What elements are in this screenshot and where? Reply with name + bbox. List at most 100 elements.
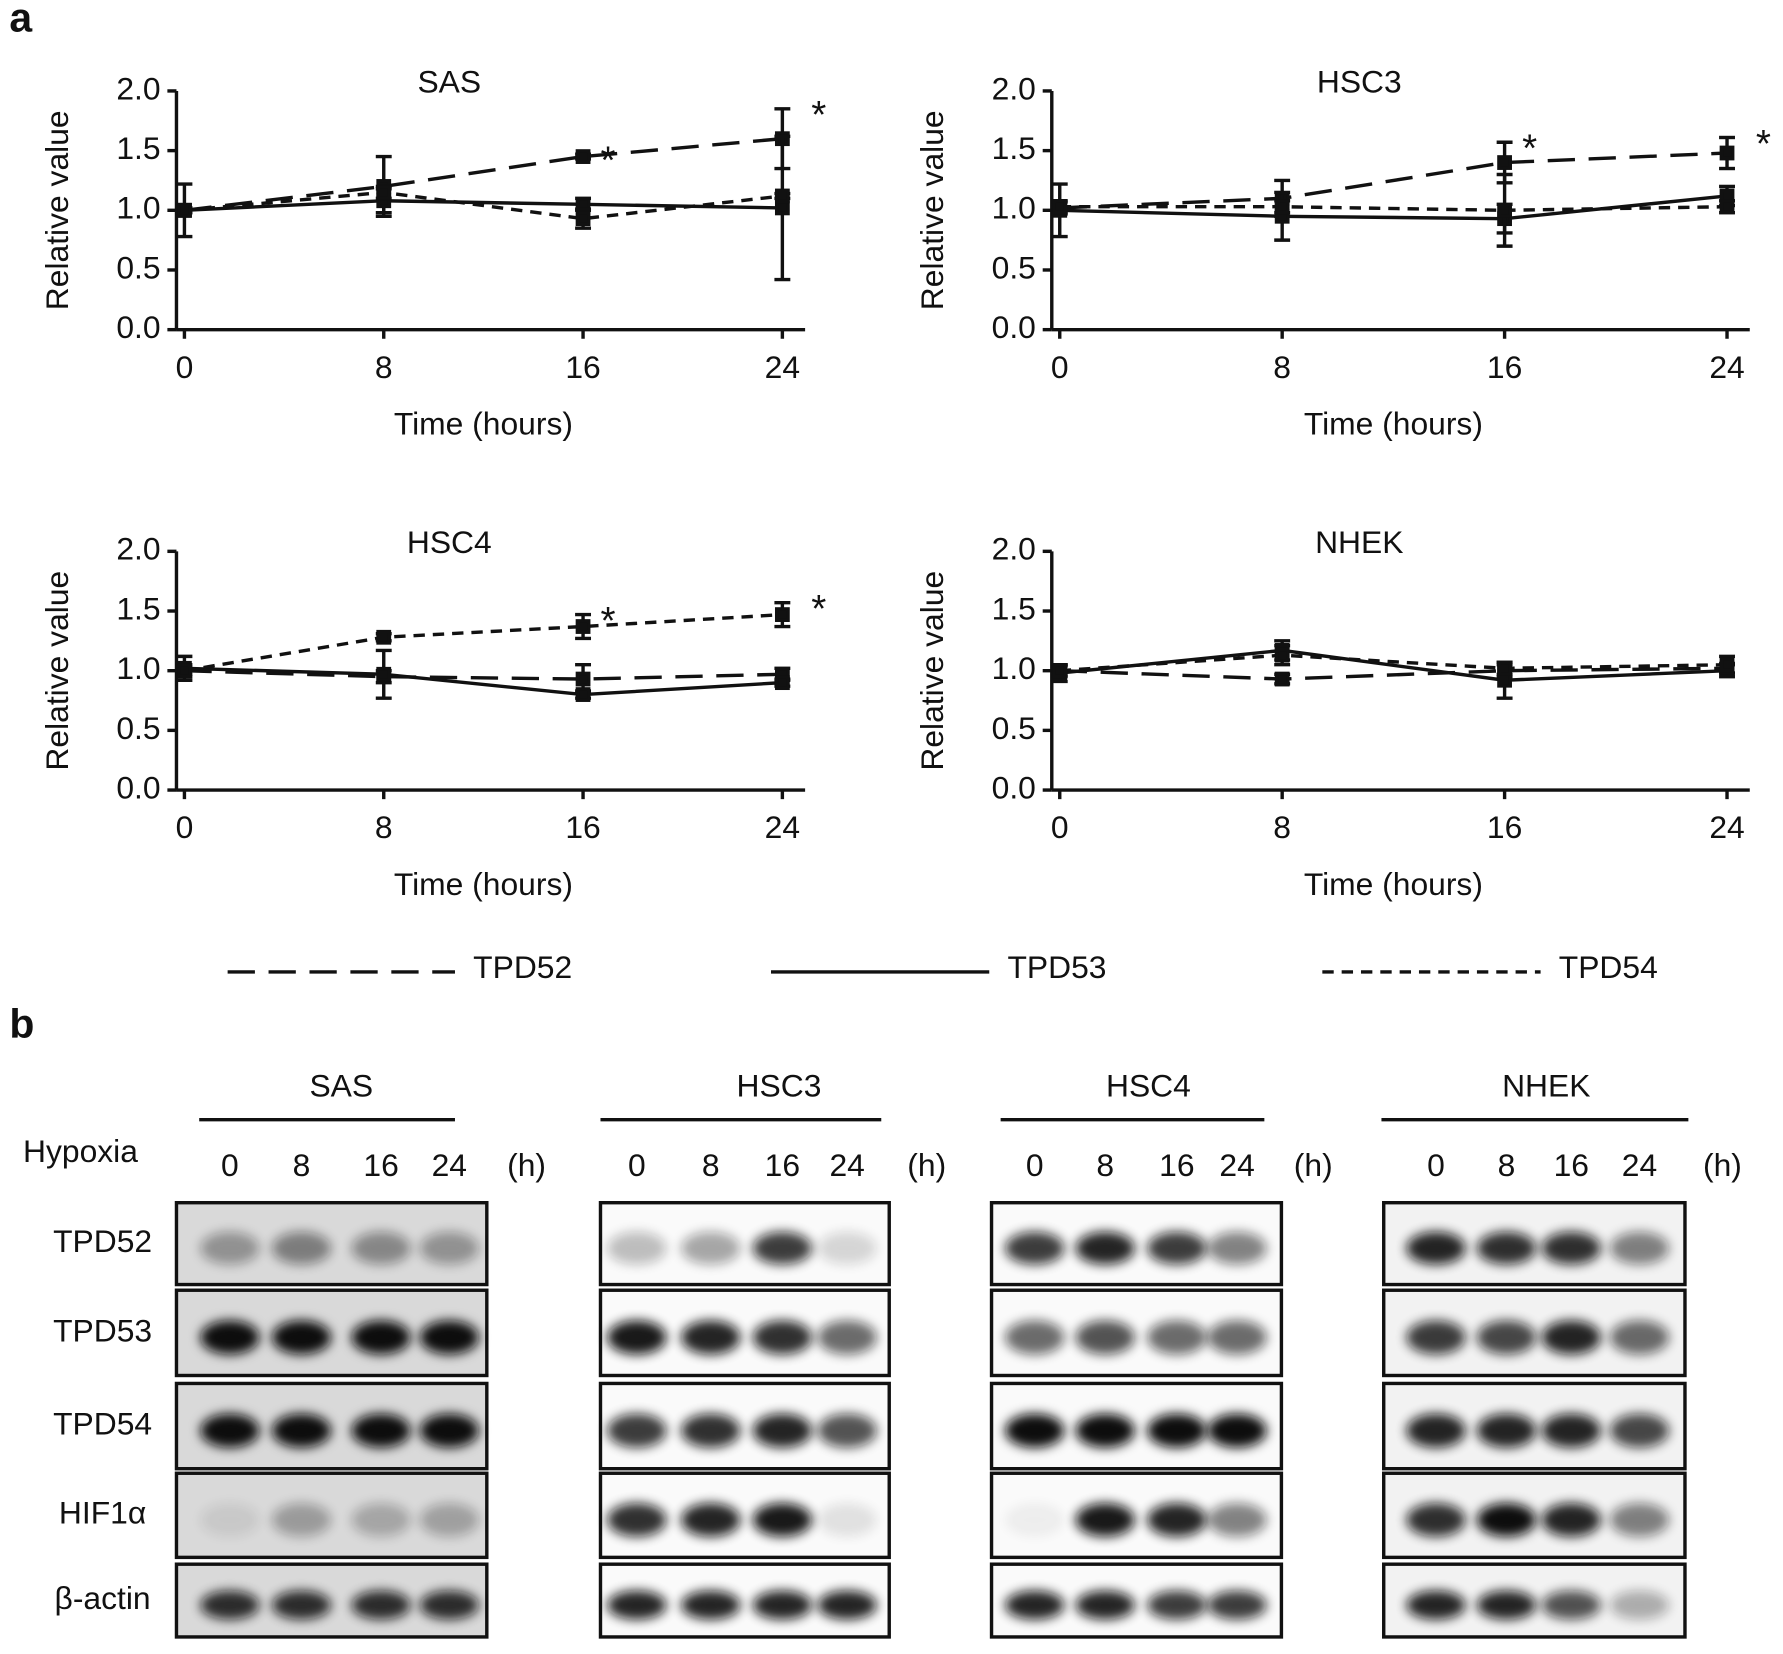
band (1609, 1503, 1670, 1537)
y-tick-label: 0.0 (116, 769, 160, 805)
panel-label: b (9, 1000, 34, 1046)
x-tick-label: 16 (565, 809, 600, 845)
band (351, 1413, 411, 1448)
error-bar (774, 188, 791, 204)
series-line (184, 199, 783, 213)
error-bar (774, 675, 791, 691)
band (1476, 1320, 1537, 1355)
band (1476, 1503, 1537, 1537)
point (1719, 657, 1735, 673)
unit-label: (h) (1703, 1147, 1742, 1183)
legend-label: TPD53 (1007, 949, 1106, 985)
x-tick-label: 16 (1487, 809, 1522, 845)
point (1274, 671, 1290, 687)
y-tick-label: 1.0 (992, 190, 1036, 226)
lane-label: 24 (1219, 1147, 1254, 1183)
legend-label: TPD52 (473, 949, 572, 985)
error-bar (1051, 663, 1068, 679)
band (1476, 1231, 1537, 1265)
band (351, 1320, 411, 1355)
band (1476, 1413, 1537, 1448)
band (1005, 1320, 1065, 1355)
row-label: TPD54 (53, 1405, 152, 1441)
band (1406, 1503, 1466, 1537)
lane-label: 24 (829, 1147, 864, 1183)
band (752, 1503, 812, 1537)
x-tick-label: 24 (765, 809, 800, 845)
y-tick-label: 1.5 (992, 130, 1036, 166)
lane-label: 8 (1096, 1147, 1114, 1183)
error-bar (575, 207, 592, 230)
band (1541, 1503, 1601, 1537)
band (200, 1231, 260, 1265)
band (681, 1231, 741, 1265)
lane-label: 0 (1427, 1147, 1445, 1183)
band (1541, 1413, 1601, 1448)
series-line (1059, 648, 1728, 682)
error-bar (774, 134, 791, 282)
error-bar (575, 612, 592, 641)
band (1005, 1231, 1065, 1265)
band (1147, 1320, 1207, 1355)
y-axis-label: Relative value (914, 571, 950, 771)
x-tick-label: 24 (1709, 349, 1744, 385)
band (271, 1503, 332, 1537)
band (419, 1320, 479, 1355)
lane-label: 8 (293, 1147, 311, 1183)
blot-title: SAS (309, 1067, 373, 1103)
error-bar (1496, 660, 1513, 676)
y-tick-label: 0.5 (116, 249, 160, 285)
y-tick-label: 0.0 (116, 309, 160, 345)
band (752, 1320, 812, 1355)
error-bar (1274, 643, 1291, 667)
series-line (184, 666, 783, 697)
point (774, 188, 790, 204)
band (351, 1503, 411, 1537)
point (376, 185, 392, 200)
x-axis-label: Time (hours) (394, 866, 573, 902)
band (1147, 1231, 1207, 1265)
band (1075, 1231, 1135, 1265)
row-label: β-actin (55, 1580, 151, 1616)
band (681, 1590, 741, 1620)
lane-label: 0 (221, 1147, 239, 1183)
band (200, 1590, 260, 1620)
x-tick-label: 0 (176, 349, 194, 385)
band (351, 1231, 411, 1265)
y-tick-label: 1.0 (116, 190, 160, 226)
series-line (1059, 194, 1728, 221)
blot-title: HSC3 (737, 1067, 822, 1103)
lane-label: 16 (1159, 1147, 1194, 1183)
band (1609, 1320, 1670, 1355)
x-tick-label: 0 (1051, 349, 1069, 385)
error-bar (375, 648, 392, 700)
band (200, 1320, 260, 1355)
annotation: * (1756, 123, 1771, 166)
band (1541, 1320, 1601, 1355)
error-bar (375, 184, 392, 201)
legend-label: TPD54 (1559, 949, 1658, 985)
series-line (1059, 151, 1728, 210)
error-bar (1719, 199, 1735, 215)
y-axis-label: Relative value (914, 110, 950, 310)
y-tick-label: 2.0 (116, 70, 160, 106)
point (1497, 672, 1512, 688)
error-bar (1719, 654, 1735, 675)
y-tick-label: 0.5 (116, 710, 160, 746)
row-label: TPD52 (53, 1223, 152, 1259)
panel-label: a (9, 0, 33, 40)
y-tick-label: 0.5 (992, 710, 1036, 746)
point (774, 675, 790, 691)
error-bar (1274, 199, 1291, 215)
point (1274, 199, 1290, 215)
series-line (184, 668, 783, 681)
band (271, 1590, 332, 1620)
lane-label: 16 (363, 1147, 398, 1183)
point (376, 666, 392, 682)
band (1406, 1231, 1466, 1265)
lane-label: 16 (765, 1147, 800, 1183)
lane-label: 24 (1622, 1147, 1657, 1183)
lane-label: 0 (628, 1147, 646, 1183)
band (607, 1413, 667, 1448)
